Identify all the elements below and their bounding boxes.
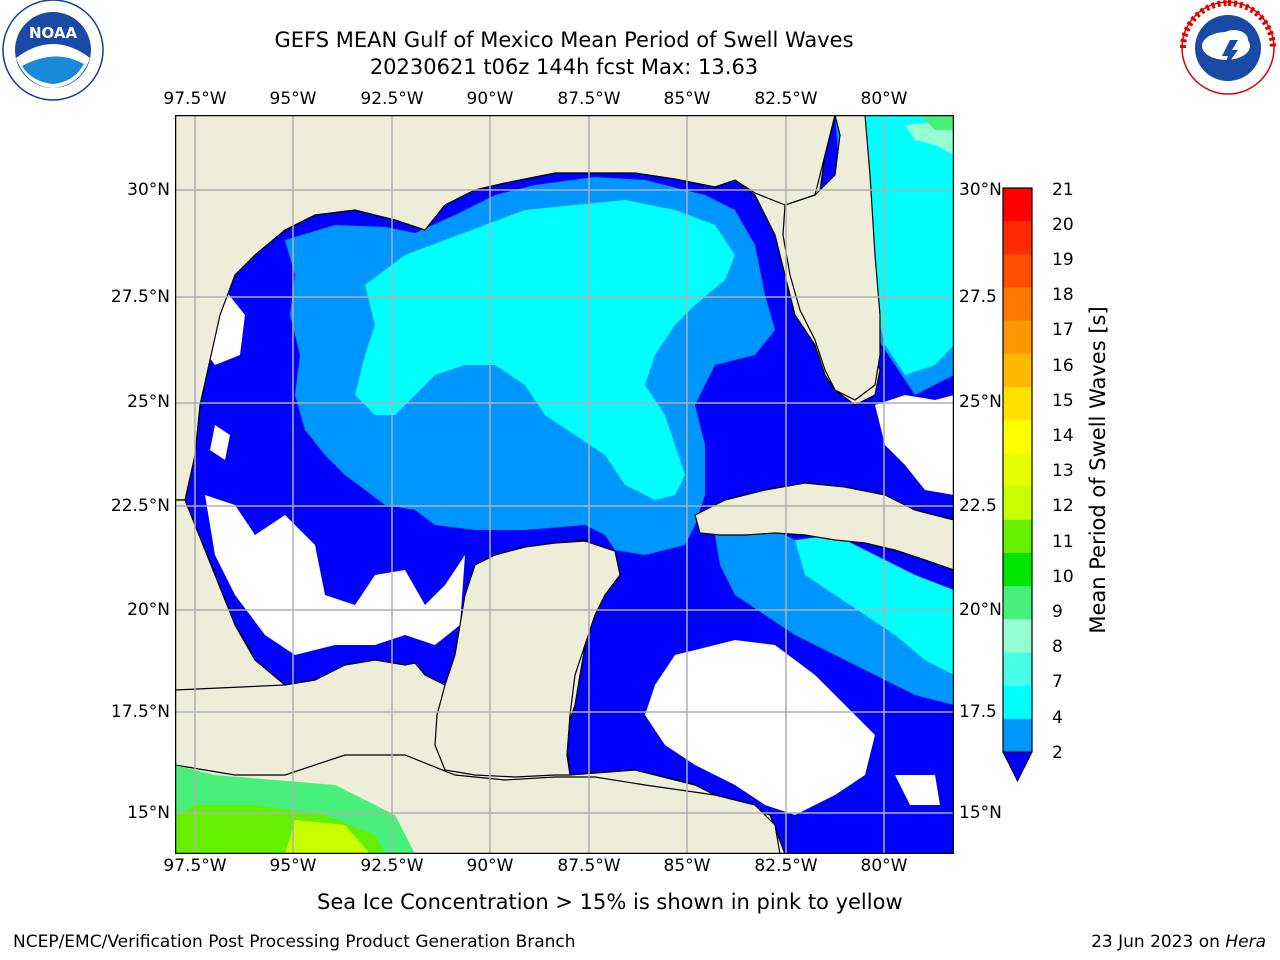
svg-text:NOAA: NOAA — [29, 24, 78, 42]
lat-label-right: 25°N — [959, 392, 1002, 412]
colorbar-cell — [1003, 420, 1032, 454]
colorbar-cell — [1003, 188, 1032, 222]
colorbar-cell — [1003, 320, 1032, 355]
colorbar-tick-label: 10 — [1052, 567, 1074, 587]
colorbar-tick-label: 9 — [1052, 602, 1063, 622]
lat-label-left: 17.5°N — [110, 702, 170, 722]
colorbar-tick-label: 8 — [1052, 637, 1063, 657]
sea-ice-note: Sea Ice Concentration > 15% is shown in … — [317, 890, 903, 914]
lat-label-left: 27.5°N — [110, 287, 170, 307]
colorbar-tick-label: 17 — [1052, 320, 1074, 340]
colorbar-cell — [1003, 486, 1032, 521]
lon-label-top: 92.5°W — [360, 89, 424, 109]
swell-region-6s-caribbean — [795, 535, 954, 675]
lon-label-bottom: 87.5°W — [557, 856, 621, 876]
lon-label-bottom: 90°W — [466, 856, 514, 876]
colorbar-cell — [1003, 254, 1032, 289]
lat-label-left: 25°N — [127, 392, 170, 412]
colorbar-tick-label: 14 — [1052, 426, 1074, 446]
colorbar-cell — [1003, 718, 1032, 753]
swell-region-4s-caribbean — [715, 530, 954, 705]
colorbar-cell — [1003, 652, 1032, 687]
lat-label-right: 30°N — [959, 180, 1002, 200]
lon-label-top: 85°W — [663, 89, 711, 109]
colorbar-cell — [1003, 453, 1032, 488]
lat-label-left: 30°N — [127, 180, 170, 200]
mexico-land — [175, 499, 287, 691]
colorbar-cell — [1003, 287, 1032, 322]
swell-region-6s — [355, 200, 735, 500]
colorbar — [1002, 187, 1033, 783]
lat-label-right: 20°N — [959, 600, 1002, 620]
colorbar-tick-label: 15 — [1052, 391, 1074, 411]
lon-label-bottom: 97.5°W — [163, 856, 227, 876]
lon-label-bottom: 95°W — [269, 856, 317, 876]
colorbar-tick-label: 12 — [1052, 496, 1074, 516]
colorbar-tick-label: 18 — [1052, 285, 1074, 305]
colorbar-cell — [1003, 353, 1032, 388]
lon-label-top: 97.5°W — [163, 89, 227, 109]
colorbar-cell — [1003, 552, 1032, 587]
white-patches — [195, 290, 954, 815]
colorbar-tick-label: 20 — [1052, 215, 1074, 235]
florida-land — [782, 115, 881, 401]
colorbar-cell — [1003, 586, 1032, 620]
colorbar-cells — [1003, 188, 1032, 753]
pacific-swell-peak — [285, 820, 370, 854]
colorbar-tick-label: 16 — [1052, 356, 1074, 376]
lon-label-bottom: 85°W — [663, 856, 711, 876]
footer-date-text: 23 Jun 2023 on — [1091, 932, 1226, 952]
yucatan-land — [434, 540, 621, 778]
colorbar-tick-label: 4 — [1052, 708, 1063, 728]
lon-label-top: 87.5°W — [557, 89, 621, 109]
colorbar-cell — [1003, 387, 1032, 421]
lon-label-top: 90°W — [466, 89, 514, 109]
lon-label-top: 80°W — [860, 89, 908, 109]
lat-label-right: 15°N — [959, 803, 1002, 823]
colorbar-tick-label: 21 — [1052, 180, 1074, 200]
lon-label-top: 82.5°W — [754, 89, 818, 109]
colorbar-tick-label: 13 — [1052, 461, 1074, 481]
lat-label-right: 17.5 — [959, 702, 997, 722]
lon-label-bottom: 92.5°W — [360, 856, 424, 876]
lon-label-bottom: 82.5°W — [754, 856, 818, 876]
lat-label-left: 22.5°N — [110, 496, 170, 516]
colorbar-tick-label: 2 — [1052, 743, 1063, 763]
chart-subtitle: 20230621 t06z 144h fcst Max: 13.63 — [369, 55, 759, 79]
colorbar-tick-label: 11 — [1052, 532, 1074, 552]
map-frame — [175, 115, 954, 854]
chart-title: GEFS MEAN Gulf of Mexico Mean Period of … — [274, 28, 854, 52]
colorbar-tick-label: 7 — [1052, 672, 1063, 692]
colorbar-label: Mean Period of Swell Waves [s] — [1086, 306, 1110, 634]
lon-label-top: 95°W — [269, 89, 317, 109]
colorbar-underflow-arrow — [1002, 751, 1033, 783]
footer-branch: NCEP/EMC/Verification Post Processing Pr… — [13, 932, 576, 952]
colorbar-cell — [1003, 685, 1032, 720]
footer-machine: Hera — [1225, 932, 1266, 952]
colorbar-cell — [1003, 519, 1032, 554]
footer-date: 23 Jun 2023 on Hera — [1091, 932, 1266, 952]
colorbar-cell — [1003, 221, 1032, 255]
colorbar-frame — [1002, 187, 1033, 753]
cuba-land — [694, 482, 954, 571]
lat-label-left: 15°N — [127, 803, 170, 823]
nws-logo — [1178, 0, 1278, 100]
lat-label-right: 27.5 — [959, 287, 997, 307]
noaa-logo: NOAA — [0, 0, 106, 106]
swell-period-map — [175, 115, 954, 854]
lat-label-left: 20°N — [127, 600, 170, 620]
lon-label-bottom: 80°W — [860, 856, 908, 876]
colorbar-cell — [1003, 619, 1032, 653]
colorbar-tick-label: 19 — [1052, 250, 1074, 270]
lat-label-right: 22.5 — [959, 496, 997, 516]
swell-region-10s — [920, 115, 954, 130]
graticule — [175, 115, 954, 854]
